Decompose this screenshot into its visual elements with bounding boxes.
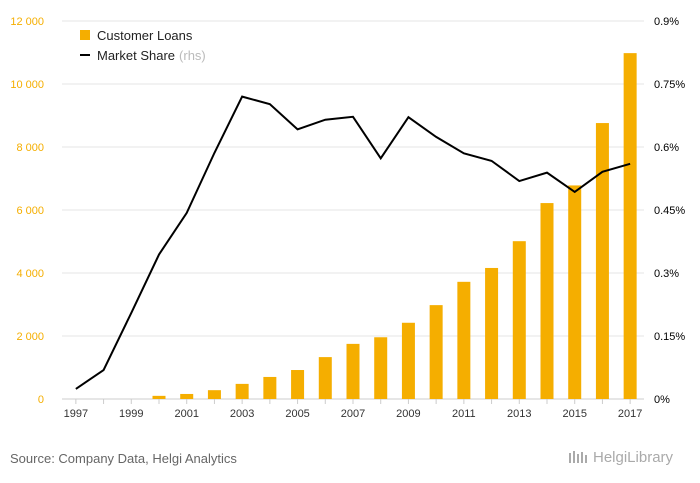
right-axis-tick-label: 0.3% (654, 268, 679, 280)
legend-market-share: Market Share (rhs) (97, 48, 206, 63)
x-axis-tick-label: 1999 (119, 408, 143, 420)
bar-customer-loans (485, 267, 499, 399)
gridlines (62, 20, 644, 400)
library-icon (569, 451, 587, 463)
legend: Customer Loans Market Share (rhs) (80, 28, 206, 63)
bar-customer-loans (180, 393, 194, 399)
bar-customer-loans (346, 343, 360, 399)
bar-customer-loans (457, 281, 471, 399)
right-axis-tick-label: 0.9% (654, 16, 679, 28)
helgi-library-logo: HelgiLibrary (568, 449, 673, 466)
bar-customer-loans (540, 203, 554, 399)
right-axis-tick-label: 0% (654, 394, 670, 406)
bar-customer-loans (568, 185, 582, 399)
left-axis-tick-label: 6 000 (16, 205, 44, 217)
right-axis-tick-label: 0.6% (654, 142, 679, 154)
legend-bar-swatch (80, 30, 90, 40)
left-axis-tick-label: 4 000 (16, 268, 44, 280)
bar-customer-loans (207, 390, 221, 399)
market-share-line (75, 95, 631, 390)
right-axis-tick-label: 0.75% (654, 79, 685, 91)
logo-text: HelgiLibrary (593, 449, 674, 466)
x-axis-tick-label: 2015 (562, 408, 586, 420)
x-axis-tick-label: 2011 (452, 408, 476, 420)
bar-customer-loans (595, 123, 609, 399)
bars (152, 53, 637, 399)
x-axis-tick-label: 2005 (285, 408, 309, 420)
right-axis-labels: 0% 0.15% 0.3% 0.45% 0.6% 0.75% 0.9% (654, 16, 685, 406)
legend-market-share-label: Market Share (97, 48, 175, 63)
source-note: Source: Company Data, Helgi Analytics (10, 451, 237, 466)
bar-customer-loans (152, 395, 166, 399)
bar-customer-loans (235, 383, 249, 399)
bar-customer-loans (429, 305, 443, 399)
x-axis-tick-label: 2001 (174, 408, 198, 420)
x-axis-tick-label: 2009 (396, 408, 420, 420)
left-axis-tick-label: 2 000 (16, 331, 44, 343)
chart: 0 2 000 4 000 6 000 8 000 10 000 12 000 0% 0.15… (10, 16, 685, 420)
bar-customer-loans (401, 322, 415, 399)
legend-rhs-note: (rhs) (179, 48, 206, 63)
x-axis-tick-label: 2017 (618, 408, 642, 420)
bar-customer-loans (623, 53, 637, 399)
bar-customer-loans (318, 357, 332, 399)
x-axis-labels: 1997 1999 2001 2003 2005 2007 2009 2011 2013 2015… (64, 399, 642, 420)
x-axis-tick-label: 2007 (341, 408, 365, 420)
bar-customer-loans (291, 370, 305, 399)
x-axis-tick-label: 2003 (230, 408, 254, 420)
left-axis-tick-label: 10 000 (10, 79, 44, 91)
left-axis-labels: 0 2 000 4 000 6 000 8 000 10 000 12 000 (10, 16, 44, 406)
bar-customer-loans (263, 376, 277, 399)
left-axis-tick-label: 0 (38, 394, 44, 406)
bar-customer-loans (512, 241, 526, 399)
x-axis-tick-label: 1997 (64, 408, 88, 420)
left-axis-tick-label: 12 000 (10, 16, 44, 28)
bar-customer-loans (374, 337, 388, 399)
right-axis-tick-label: 0.45% (654, 205, 685, 217)
right-axis-tick-label: 0.15% (654, 331, 685, 343)
legend-customer-loans: Customer Loans (97, 28, 193, 43)
x-axis-tick-label: 2013 (507, 408, 531, 420)
left-axis-tick-label: 8 000 (16, 142, 44, 154)
